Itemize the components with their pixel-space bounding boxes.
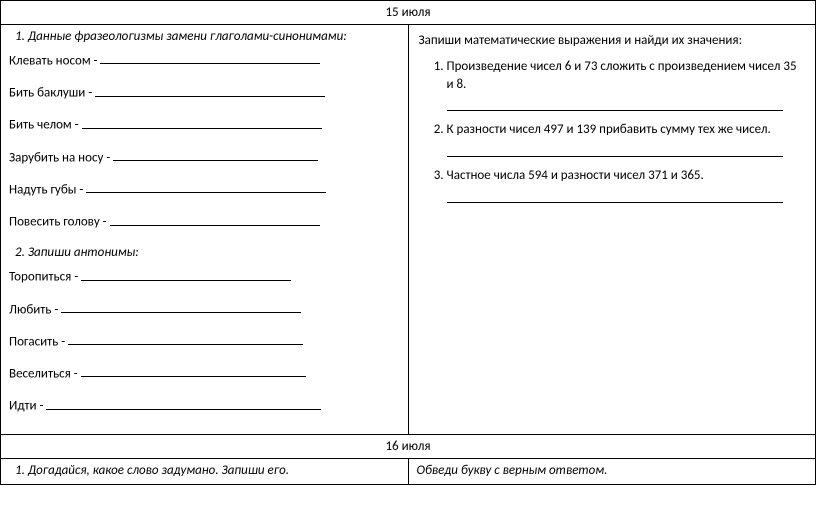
- math-item-text: Частное числа 594 и разности чисел 371 и…: [447, 168, 704, 183]
- blank-line[interactable]: [95, 84, 325, 96]
- task1-title: Данные фразеологизмы замени глаголами-си…: [28, 29, 347, 44]
- bottom-task-header: 1. Догадайся, какое слово задумано. Запи…: [9, 463, 400, 478]
- fill-line: Погасить -: [9, 333, 400, 351]
- math-item: Произведение чисел 6 и 73 сложить с прои…: [447, 58, 806, 111]
- math-list: Произведение чисел 6 и 73 сложить с прои…: [419, 58, 806, 203]
- fill-line: Клевать носом -: [9, 52, 400, 70]
- blank-line[interactable]: [61, 301, 301, 313]
- blank-line[interactable]: [100, 52, 320, 64]
- fill-label: Повесить голову -: [9, 215, 110, 230]
- fill-line: Веселиться -: [9, 365, 400, 383]
- fill-label: Торопиться -: [9, 270, 81, 285]
- blank-line[interactable]: [81, 268, 291, 280]
- fill-label: Бить баклуши -: [9, 86, 95, 101]
- answer-line[interactable]: [447, 189, 784, 203]
- fill-line: Бить баклуши -: [9, 84, 400, 102]
- math-item: К разности чисел 497 и 139 прибавить сум…: [447, 121, 806, 157]
- fill-label: Веселиться -: [9, 366, 81, 381]
- task1-num: 1.: [15, 29, 25, 44]
- math-item: Частное числа 594 и разности чисел 371 и…: [447, 167, 806, 203]
- fill-label: Погасить -: [9, 334, 68, 349]
- bottom-left-cell: 1. Догадайся, какое слово задумано. Запи…: [1, 458, 409, 484]
- fill-label: Любить -: [9, 302, 61, 317]
- math-item-text: К разности чисел 497 и 139 прибавить сум…: [447, 122, 771, 137]
- fill-lines-1: Клевать носом - Бить баклуши - Бить чело…: [9, 52, 400, 231]
- fill-lines-2: Торопиться - Любить - Погасить - Веселит…: [9, 268, 400, 415]
- fill-label: Клевать носом -: [9, 53, 100, 68]
- task2-header: 2. Запиши антонимы:: [9, 245, 400, 260]
- blank-line[interactable]: [46, 397, 321, 409]
- bottom-task-num: 1.: [15, 463, 25, 478]
- answer-line[interactable]: [447, 97, 784, 111]
- blank-line[interactable]: [68, 333, 303, 345]
- left-cell: 1. Данные фразеологизмы замени глаголами…: [1, 25, 409, 435]
- bottom-right-cell: Обведи букву с верным ответом.: [408, 458, 816, 484]
- blank-line[interactable]: [81, 365, 306, 377]
- bottom-task-text: Догадайся, какое слово задумано. Запиши …: [28, 463, 289, 478]
- task2-num: 2.: [15, 245, 25, 260]
- fill-line: Бить челом -: [9, 116, 400, 134]
- fill-line: Любить -: [9, 301, 400, 319]
- fill-label: Бить челом -: [9, 118, 82, 133]
- right-cell: Запиши математические выражения и найди …: [408, 25, 816, 435]
- blank-line[interactable]: [82, 116, 322, 128]
- task1-header: 1. Данные фразеологизмы замени глаголами…: [9, 29, 400, 44]
- fill-line: Зарубить на носу -: [9, 149, 400, 167]
- bottom-right-text: Обведи букву с верным ответом.: [417, 463, 608, 478]
- fill-label: Надуть губы -: [9, 182, 86, 197]
- fill-label: Зарубить на носу -: [9, 150, 113, 165]
- date-header-1: 15 июля: [1, 1, 816, 25]
- math-header: Запиши математические выражения и найди …: [419, 33, 806, 48]
- blank-line[interactable]: [86, 181, 326, 193]
- fill-line: Идти -: [9, 397, 400, 415]
- fill-label: Идти -: [9, 399, 46, 414]
- math-item-text: Произведение чисел 6 и 73 сложить с прои…: [447, 59, 797, 92]
- date-header-2: 16 июля: [1, 434, 816, 458]
- blank-line[interactable]: [113, 149, 318, 161]
- fill-line: Торопиться -: [9, 268, 400, 286]
- blank-line[interactable]: [110, 213, 320, 225]
- fill-line: Повесить голову -: [9, 213, 400, 231]
- answer-line[interactable]: [447, 143, 784, 157]
- task2-title: Запиши антонимы:: [28, 245, 139, 260]
- worksheet-table: 15 июля 1. Данные фразеологизмы замени г…: [0, 0, 816, 485]
- fill-line: Надуть губы -: [9, 181, 400, 199]
